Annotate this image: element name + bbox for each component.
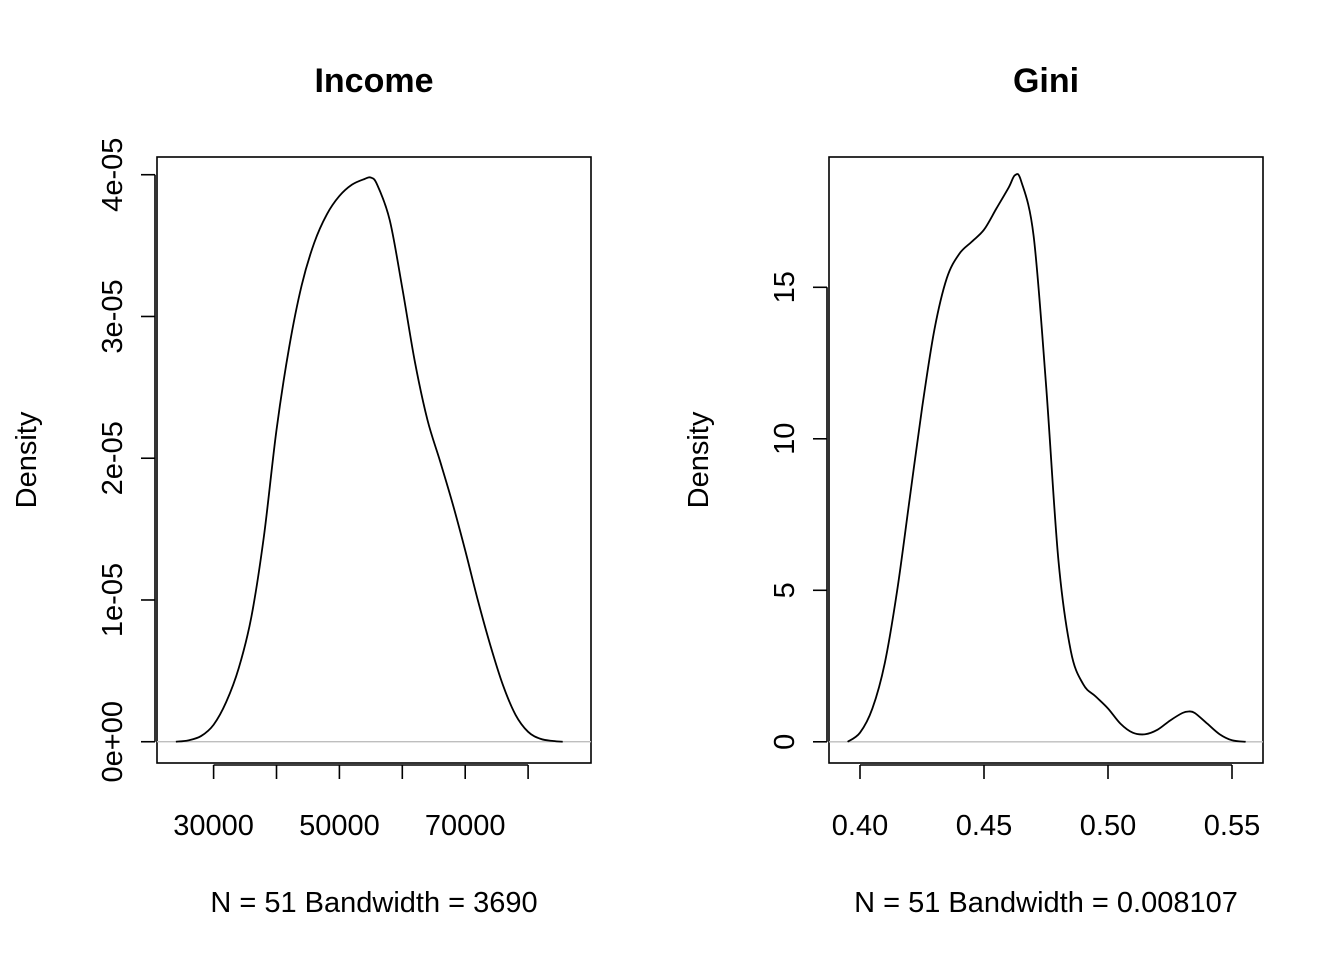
x-tick-label: 0.55 (1204, 810, 1260, 842)
y-tick-label: 4e-05 (97, 138, 129, 212)
x-axis-label: N = 51 Bandwidth = 3690 (210, 887, 537, 919)
y-tick-label: 2e-05 (97, 421, 129, 495)
y-tick-label: 5 (769, 582, 801, 598)
gini-density-panel: Gini 0.40 0.45 0.50 0.55 0 5 10 15 Density N = 51 … (683, 62, 1264, 919)
income-density-panel: Income 30000 50000 70000 0e+00 1e-05 2e-05 3e-0… (11, 62, 592, 919)
y-tick-label: 0 (769, 734, 801, 750)
chart-title: Gini (1013, 62, 1079, 100)
y-axis-label: Density (11, 411, 43, 508)
y-tick-label: 10 (769, 423, 801, 455)
x-tick-label: 30000 (173, 810, 254, 842)
chart-title: Income (314, 62, 433, 100)
y-tick-label: 0e+00 (97, 701, 129, 782)
density-curve (847, 173, 1246, 743)
density-curve (175, 176, 563, 743)
y-tick-label: 3e-05 (97, 279, 129, 353)
plot-frame (156, 156, 592, 764)
x-tick-label: 0.40 (832, 810, 888, 842)
x-tick-label: 70000 (425, 810, 506, 842)
x-tick-label: 0.50 (1080, 810, 1136, 842)
x-tick-label: 0.45 (956, 810, 1012, 842)
y-tick-label: 15 (769, 271, 801, 303)
y-tick-label: 1e-05 (97, 563, 129, 637)
y-axis-label: Density (683, 411, 715, 508)
x-axis-label: N = 51 Bandwidth = 0.008107 (854, 887, 1238, 919)
x-tick-label: 50000 (299, 810, 380, 842)
plot-frame (828, 156, 1264, 764)
